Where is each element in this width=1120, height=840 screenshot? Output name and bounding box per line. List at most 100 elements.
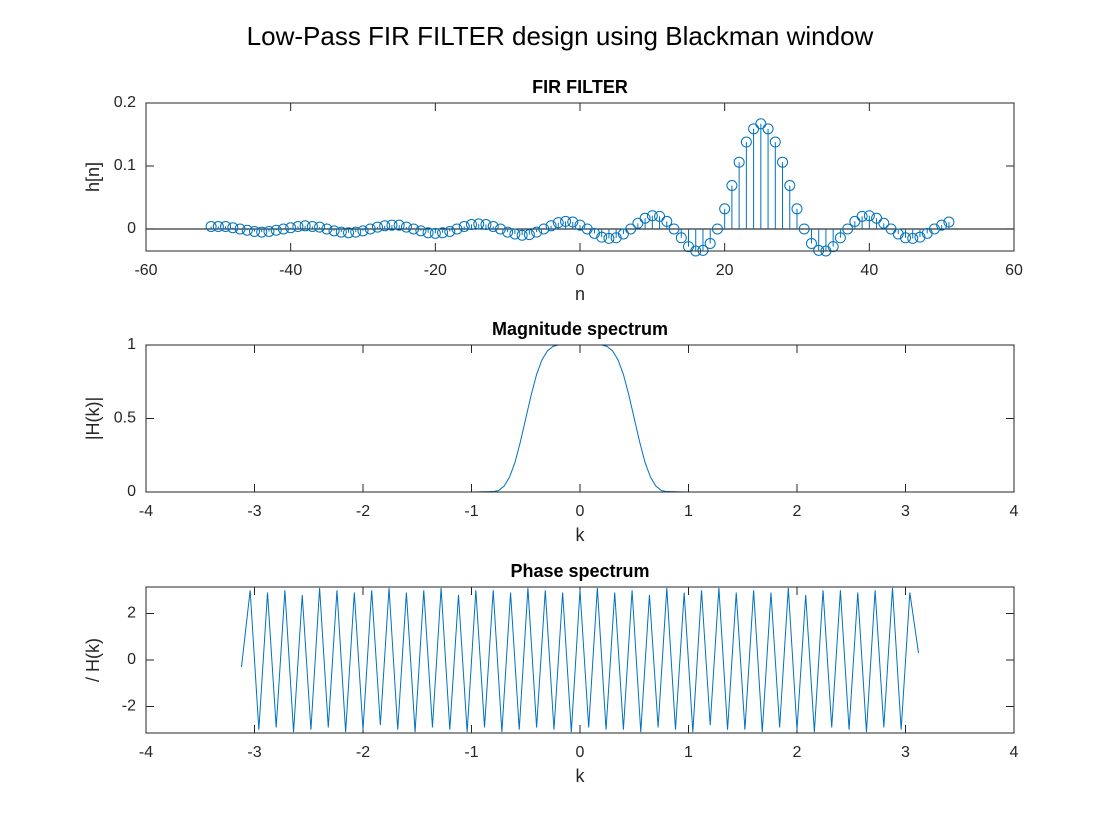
stem-marker: [885, 223, 897, 235]
x-tick-label: 2: [793, 744, 802, 761]
stem-marker: [748, 123, 760, 135]
stem-marker: [914, 231, 926, 243]
stem-marker: [639, 212, 651, 224]
stem-marker: [726, 180, 738, 192]
y-tick-label: 0: [127, 651, 136, 668]
stem-marker: [813, 244, 825, 256]
x-tick-label: -1: [464, 744, 478, 761]
x-tick-label: 3: [901, 744, 910, 761]
stem-marker: [588, 227, 600, 239]
x-tick-label: -3: [247, 503, 261, 520]
stem-marker: [480, 219, 492, 231]
stem-marker: [610, 232, 622, 244]
x-axis-label: n: [575, 284, 585, 304]
y-tick-label: 0.5: [114, 410, 136, 427]
stem-marker: [531, 226, 543, 238]
x-tick-label: -60: [134, 262, 157, 279]
stem-marker: [516, 229, 528, 241]
stem-marker: [393, 219, 405, 231]
stem-marker: [212, 220, 224, 232]
axes-title: Phase spectrum: [510, 561, 649, 581]
stem-marker: [451, 223, 463, 235]
stem-marker: [509, 228, 521, 240]
stem-marker: [827, 241, 839, 253]
line: [240, 587, 920, 733]
stem-marker: [863, 210, 875, 222]
x-tick-label: 4: [1010, 744, 1019, 761]
stem-marker: [364, 223, 376, 235]
stem-marker: [234, 223, 246, 235]
stem-marker: [661, 215, 673, 227]
y-tick-label: 1: [127, 336, 136, 353]
x-tick-label: 0: [576, 262, 585, 279]
y-tick-label: 0: [127, 483, 136, 500]
stem-marker: [256, 226, 268, 238]
stem-marker: [755, 118, 767, 130]
stem-marker: [892, 228, 904, 240]
y-tick-label: 2: [127, 605, 136, 622]
stem-marker: [444, 225, 456, 237]
stem-marker: [711, 223, 723, 235]
x-tick-label: -1: [464, 503, 478, 520]
stem-marker: [552, 217, 564, 229]
stem-marker: [654, 210, 666, 222]
stem-marker: [596, 231, 608, 243]
stem-marker: [646, 210, 658, 222]
y-tick-label: -2: [122, 698, 136, 715]
stem-marker: [299, 220, 311, 232]
stem-marker: [719, 203, 731, 215]
stem-marker: [943, 216, 955, 228]
stem-marker: [798, 223, 810, 235]
stem-marker: [900, 232, 911, 244]
stem-marker: [306, 220, 318, 232]
stem-marker: [487, 220, 499, 232]
stem-marker: [335, 226, 347, 238]
stem-marker: [458, 220, 470, 232]
stem-marker: [285, 222, 297, 234]
stem-marker: [791, 203, 803, 215]
x-tick-label: 40: [860, 262, 878, 279]
stem-marker: [668, 223, 680, 235]
x-tick-label: 2: [793, 503, 802, 520]
axes-box: [145, 102, 1015, 252]
stem-marker: [762, 123, 774, 135]
x-tick-label: -3: [247, 744, 261, 761]
stem-marker: [805, 237, 817, 249]
stem-marker: [560, 215, 572, 227]
x-tick-label: 0: [576, 744, 585, 761]
stem-marker: [697, 244, 709, 256]
stem-marker: [936, 219, 948, 231]
x-tick-label: 1: [684, 503, 693, 520]
stem-marker: [617, 228, 629, 240]
stem-marker: [343, 227, 355, 239]
stem-marker: [241, 224, 253, 236]
x-tick-label: 1: [684, 744, 693, 761]
stem-marker: [625, 223, 637, 235]
stem-marker: [328, 225, 340, 237]
axes-background: [146, 345, 1014, 492]
y-tick-label: 0: [127, 220, 136, 237]
x-tick-label: -2: [356, 744, 370, 761]
stem-marker: [733, 156, 745, 168]
stem-marker: [263, 225, 275, 237]
axes-title: FIR FILTER: [532, 77, 628, 97]
stem-marker: [386, 219, 398, 231]
stem-marker: [545, 220, 557, 232]
stem-marker: [270, 224, 282, 236]
stem-marker: [842, 223, 854, 235]
stem-marker: [878, 217, 890, 229]
x-tick-label: 60: [1005, 262, 1023, 279]
stem-marker: [249, 225, 260, 237]
stem-marker: [408, 223, 420, 235]
stem-marker: [422, 227, 434, 239]
y-tick-label: 0.1: [114, 157, 136, 174]
stem-marker: [429, 227, 441, 239]
stem-marker: [538, 223, 550, 235]
x-tick-label: -40: [279, 262, 302, 279]
stem-marker: [849, 215, 861, 227]
x-tick-label: -4: [139, 744, 153, 761]
stem-marker: [574, 219, 586, 231]
y-tick-label: 0.2: [114, 94, 136, 111]
stem-marker: [784, 180, 796, 192]
